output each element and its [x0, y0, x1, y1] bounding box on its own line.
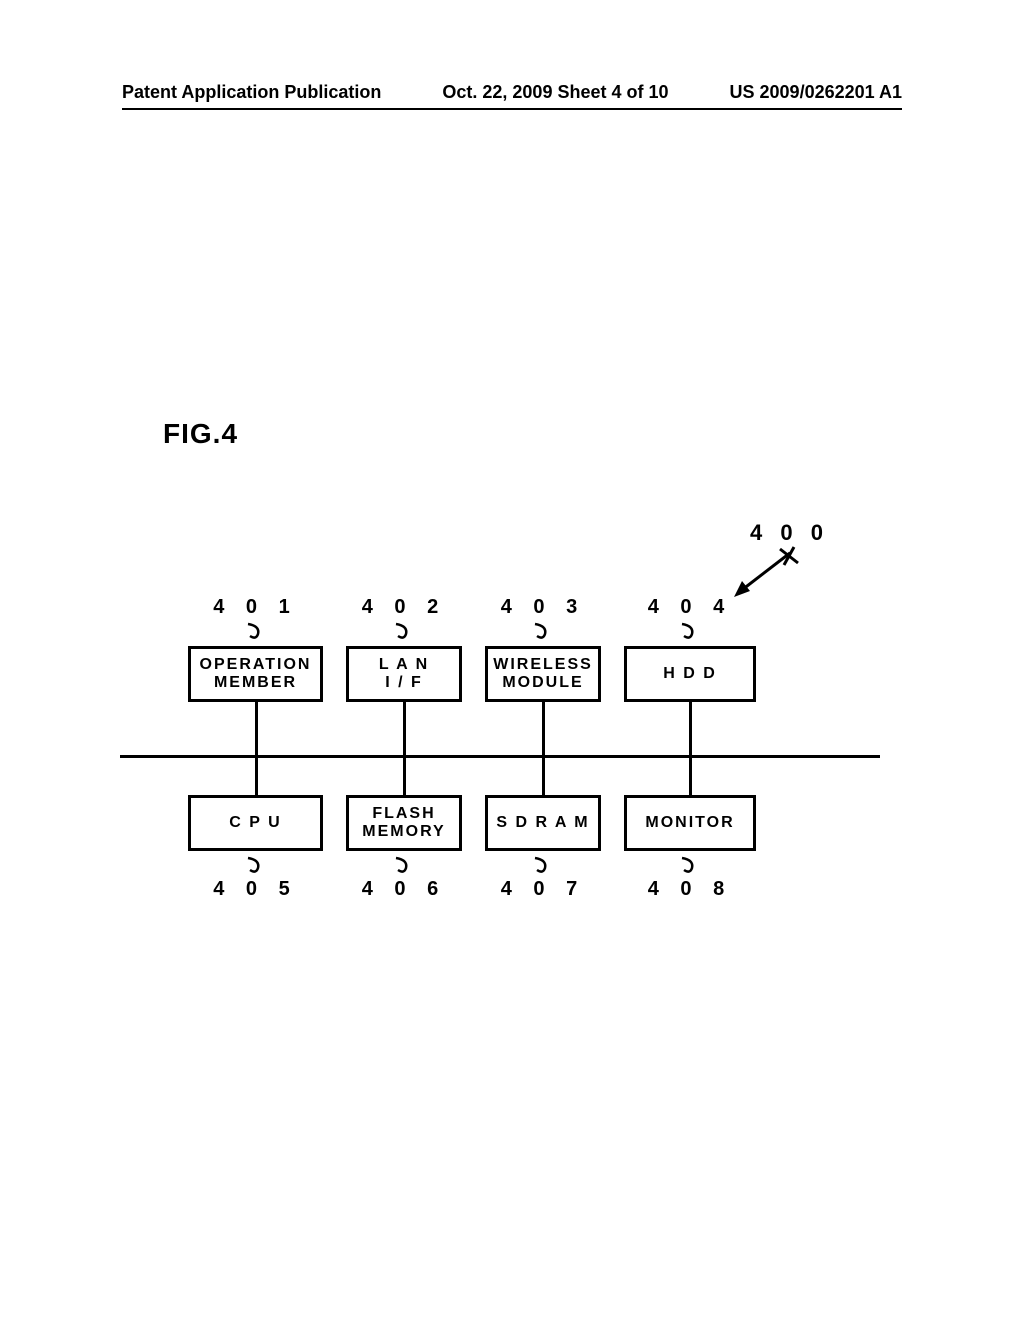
ref-label-402: 4 0 2: [354, 596, 454, 619]
block-monitor: MONITOR: [624, 795, 756, 851]
block-label: C P U: [229, 814, 281, 832]
ref-label-406: 4 0 6: [354, 878, 454, 901]
block-label: WIRELESS: [493, 656, 593, 674]
header-right: US 2009/0262201 A1: [730, 82, 902, 103]
block-s-d-r-a-m: S D R A M: [485, 795, 601, 851]
block-label: MEMBER: [214, 674, 297, 692]
block-label: MONITOR: [645, 814, 734, 832]
assembly-ref-400: 4 0 0: [750, 520, 829, 546]
block-c-p-u: C P U: [188, 795, 323, 851]
block-wireless: WIRELESSMODULE: [485, 646, 601, 702]
ref-label-407: 4 0 7: [493, 878, 593, 901]
block-label: L A N: [379, 656, 429, 674]
header-left: Patent Application Publication: [122, 82, 381, 103]
block-operation: OPERATIONMEMBER: [188, 646, 323, 702]
page-header: Patent Application Publication Oct. 22, …: [0, 82, 1024, 103]
block-diagram: 4 0 1OPERATIONMEMBER4 0 2L A NI / F4 0 3…: [120, 600, 880, 950]
block-h-d-d: H D D: [624, 646, 756, 702]
ref-label-405: 4 0 5: [206, 878, 306, 901]
block-flash-memory: FLASH MEMORY: [346, 795, 462, 851]
block-l-a-n: L A NI / F: [346, 646, 462, 702]
ref-label-404: 4 0 4: [640, 596, 740, 619]
ref-label-401: 4 0 1: [206, 596, 306, 619]
ref-hook-icon: [244, 622, 268, 648]
ref-label-403: 4 0 3: [493, 596, 593, 619]
block-label: FLASH MEMORY: [349, 805, 459, 842]
connector-line: [689, 755, 692, 797]
connector-line: [689, 702, 692, 757]
block-label: OPERATION: [200, 656, 312, 674]
block-label: S D R A M: [496, 814, 589, 832]
header-center: Oct. 22, 2009 Sheet 4 of 10: [442, 82, 668, 103]
bus-line: [120, 755, 880, 758]
connector-line: [255, 702, 258, 757]
header-rule: [122, 108, 902, 110]
ref-label-408: 4 0 8: [640, 878, 740, 901]
ref-hook-icon: [678, 622, 702, 648]
connector-line: [403, 755, 406, 797]
ref-hook-icon: [392, 622, 416, 648]
block-label: I / F: [385, 674, 423, 692]
ref-hook-icon: [531, 622, 555, 648]
figure-label: FIG.4: [163, 418, 238, 450]
connector-line: [255, 755, 258, 797]
connector-line: [542, 702, 545, 757]
block-label: H D D: [663, 665, 717, 683]
connector-line: [542, 755, 545, 797]
block-label: MODULE: [502, 674, 583, 692]
connector-line: [403, 702, 406, 757]
